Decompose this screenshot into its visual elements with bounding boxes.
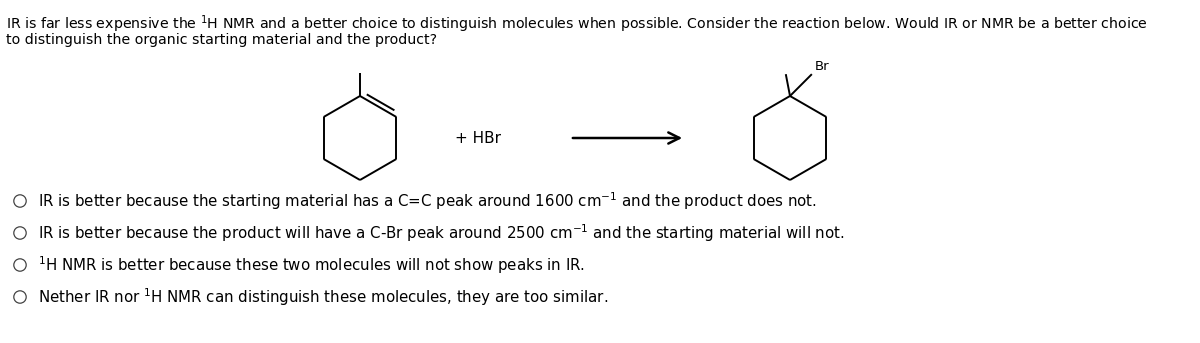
Text: $^1$H NMR is better because these two molecules will not show peaks in IR.: $^1$H NMR is better because these two mo… <box>38 254 586 276</box>
Circle shape <box>14 291 26 303</box>
Circle shape <box>14 227 26 239</box>
Text: IR is better because the starting material has a C=C peak around 1600 cm$^{-1}$ : IR is better because the starting materi… <box>38 190 817 212</box>
Text: Nether IR nor $^1$H NMR can distinguish these molecules, they are too similar.: Nether IR nor $^1$H NMR can distinguish … <box>38 286 608 308</box>
Text: to distinguish the organic starting material and the product?: to distinguish the organic starting mate… <box>6 33 437 47</box>
Circle shape <box>14 259 26 271</box>
Text: IR is better because the product will have a C-Br peak around 2500 cm$^{-1}$ and: IR is better because the product will ha… <box>38 222 845 244</box>
Text: IR is far less expensive the $^1$H NMR and a better choice to distinguish molecu: IR is far less expensive the $^1$H NMR a… <box>6 13 1148 35</box>
Circle shape <box>14 195 26 207</box>
Text: Br: Br <box>815 60 829 73</box>
Text: + HBr: + HBr <box>455 130 502 145</box>
